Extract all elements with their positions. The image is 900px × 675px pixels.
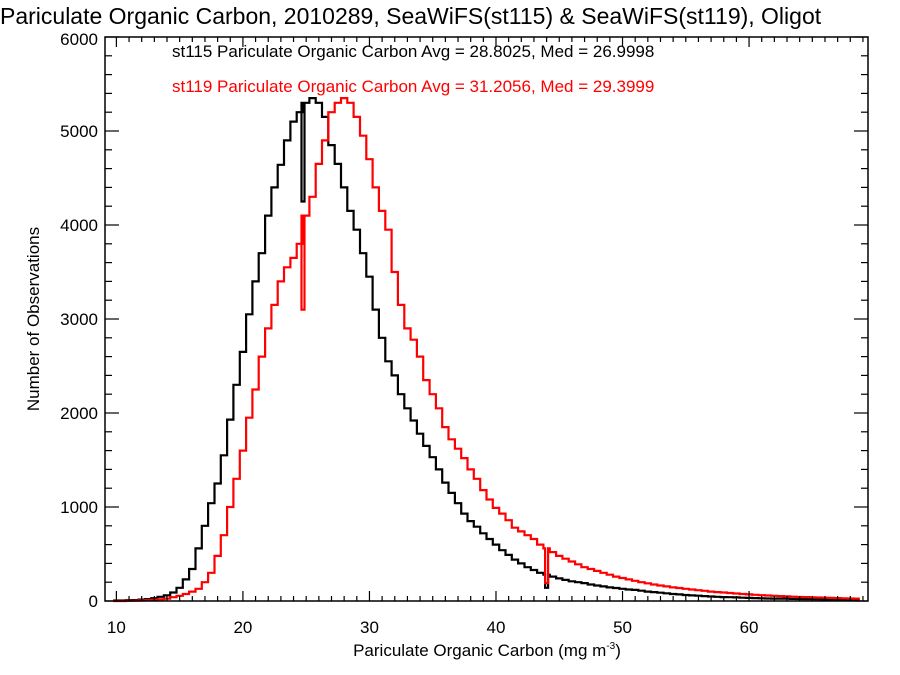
y-tick-label: 4000 — [60, 216, 98, 235]
x-axis-label-text: Pariculate Organic Carbon (mg m — [353, 641, 606, 660]
y-tick-label: 2000 — [60, 404, 98, 423]
axis-ticks — [105, 36, 868, 602]
legend-st115: st115 Pariculate Organic Carbon Avg = 28… — [172, 42, 654, 61]
x-tick-label: 40 — [487, 618, 506, 637]
x-tick-label: 30 — [360, 618, 379, 637]
x-tick-label: 50 — [613, 618, 632, 637]
y-tick-label: 5000 — [60, 122, 98, 141]
series-st119-line — [113, 97, 860, 603]
x-axis-label-close: ) — [615, 641, 621, 660]
y-tick-label: 1000 — [60, 498, 98, 517]
y-tick-label: 3000 — [60, 310, 98, 329]
y-tick-label: 6000 — [60, 30, 98, 49]
y-axis-label: Number of Observations — [24, 227, 43, 411]
plot-frame — [104, 36, 869, 602]
x-tick-label: 20 — [233, 618, 252, 637]
x-tick-label: 60 — [740, 618, 759, 637]
chart-title: Pariculate Organic Carbon, 2010289, SeaW… — [0, 3, 822, 29]
series-st115-line — [113, 97, 860, 602]
y-tick-label: 0 — [89, 592, 98, 611]
x-axis-label-sup: -3 — [606, 641, 615, 652]
x-tick-label: 10 — [107, 618, 126, 637]
y-tick-labels: 0 1000 2000 3000 4000 5000 6000 — [60, 30, 98, 611]
legend-st119: st119 Pariculate Organic Carbon Avg = 31… — [172, 77, 654, 96]
x-tick-labels: 10 20 30 40 50 60 — [107, 618, 759, 637]
x-axis-label: Pariculate Organic Carbon (mg m-3) — [353, 641, 621, 660]
plot-series — [113, 97, 860, 603]
